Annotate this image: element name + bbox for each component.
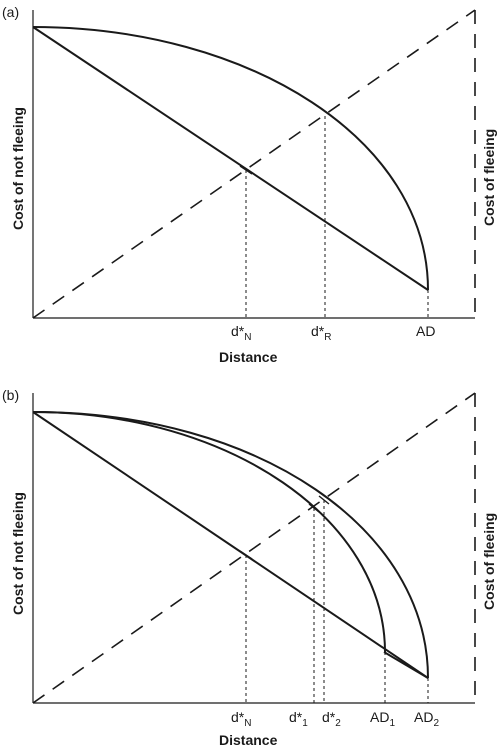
panel-b-x-label: Distance (219, 732, 278, 748)
panel-a-tick-ad: AD (416, 323, 435, 339)
panel-b-curve-ad1 (32, 411, 386, 653)
panel-a-tick-dn: d*N (231, 323, 251, 343)
panel-b-intersection-mark-2 (318, 495, 330, 505)
panel-a-left-label: Cost of not fleeing (10, 107, 26, 230)
panel-b-intersection-mark-1 (308, 503, 320, 513)
panel-b-fleeing-cost-line (32, 392, 476, 704)
panel-b-tick-d2: d*2 (322, 709, 341, 729)
panel-b-intersection-mark-n (239, 550, 253, 560)
panel-a-tick-dr: d*R (311, 323, 331, 343)
panel-b-left-label: Cost of not fleeing (10, 492, 26, 615)
panel-b: (b) d*N d*1 d*2 AD1 AD2 Distance Cost (2, 387, 497, 748)
panel-b-right-label: Cost of fleeing (481, 513, 497, 610)
panel-a: (a) d*N d*R AD Distance Cost of not flee… (2, 4, 497, 365)
panel-b-label: (b) (2, 387, 19, 403)
panel-a-intersection-mark (239, 165, 253, 175)
panel-b-ad-segment (383, 651, 429, 679)
panel-a-not-fleeing-line (32, 26, 429, 291)
panel-a-label: (a) (2, 4, 19, 20)
panel-b-tick-ad2: AD2 (414, 709, 439, 729)
panel-b-curve-ad2 (32, 411, 429, 679)
panel-b-tick-d1: d*1 (289, 709, 308, 729)
panel-b-tick-dn: d*N (231, 709, 251, 729)
panel-a-right-label: Cost of fleeing (481, 129, 497, 226)
panel-a-fleeing-cost-line (32, 9, 476, 319)
panel-a-x-label: Distance (219, 349, 278, 365)
panel-a-not-fleeing-curve (32, 26, 429, 291)
panel-b-not-fleeing-line (32, 411, 429, 679)
panel-b-tick-ad1: AD1 (370, 709, 395, 729)
